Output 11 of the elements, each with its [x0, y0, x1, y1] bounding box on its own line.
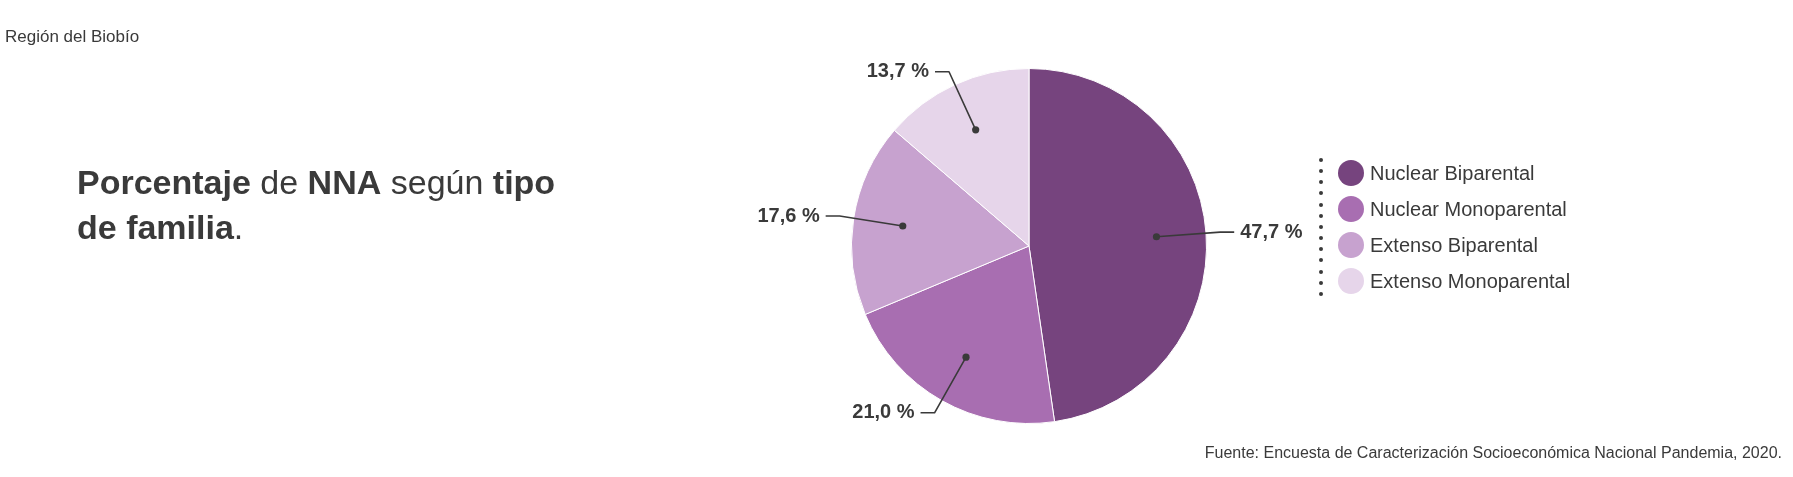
data-label: 21,0 %: [852, 400, 915, 423]
source-note: Fuente: Encuesta de Caracterización Socioeconómica Nacional Pandemia, 2020.: [1204, 443, 1782, 463]
legend-label: Nuclear Biparental: [1370, 161, 1535, 184]
legend-label: Extenso Biparental: [1370, 233, 1538, 256]
data-label: 17,6 %: [757, 203, 820, 226]
chart-title: Porcentaje de NNA según tipo de familia.: [77, 163, 556, 246]
legend-label: Extenso Monoparental: [1370, 269, 1571, 292]
legend-label: Nuclear Monoparental: [1370, 197, 1567, 220]
data-label: 13,7 %: [866, 59, 930, 82]
text: Región del Biobío: [5, 27, 140, 47]
data-label: 47,7 %: [1240, 219, 1303, 242]
